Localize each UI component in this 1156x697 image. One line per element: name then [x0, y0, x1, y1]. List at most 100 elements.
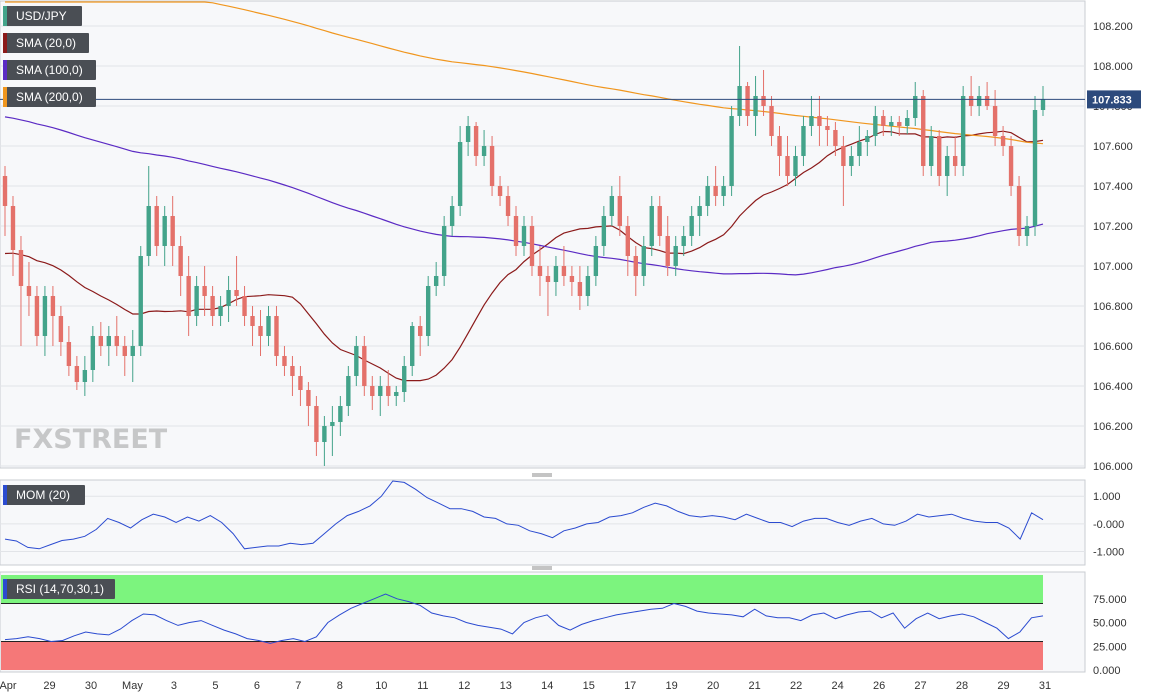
candle [593, 236, 599, 286]
candle-body [146, 206, 151, 256]
candle [330, 406, 335, 456]
candle-body [609, 196, 615, 216]
candle-body [258, 326, 263, 336]
momentum-label: MOM (20) [16, 488, 70, 502]
momentum-tick-label: 1.000 [1093, 491, 1121, 503]
candle-body [425, 286, 431, 336]
candle [649, 196, 654, 256]
candle [10, 196, 16, 276]
candle [905, 110, 910, 134]
candle [889, 116, 894, 136]
candle [1024, 216, 1030, 246]
rsi-legend[interactable]: RSI (14,70,30,1) [3, 579, 115, 599]
candle-body [577, 282, 583, 296]
candle-body [960, 96, 966, 166]
sma100-label: SMA (100,0) [16, 63, 83, 77]
candle-body [617, 196, 623, 226]
candle [577, 266, 583, 310]
candle-body [665, 236, 670, 266]
candle-body [721, 186, 726, 196]
candle-body [801, 126, 806, 156]
price-tick-label: 107.600 [1093, 141, 1133, 153]
candle-body [865, 136, 870, 142]
candle-body [465, 126, 471, 142]
price-tick-label: 106.400 [1093, 381, 1133, 393]
candle [625, 216, 630, 276]
candle-body [74, 366, 80, 382]
candle [298, 366, 303, 406]
candle-body [449, 206, 455, 226]
candle [601, 206, 607, 256]
sma100-swatch [3, 60, 7, 80]
price-tick-label: 106.600 [1093, 341, 1133, 353]
x-tick-label: 20 [707, 680, 719, 692]
candle-body [1000, 136, 1006, 146]
candle-body [681, 236, 686, 246]
candle [721, 176, 726, 206]
sma100-legend[interactable]: SMA (100,0) [3, 60, 96, 80]
candle-body [849, 156, 854, 166]
candle [346, 366, 351, 416]
last-price-tag [1087, 90, 1141, 109]
candle [282, 346, 287, 376]
candle [521, 216, 527, 256]
candle-body [505, 196, 511, 216]
candle-body [569, 276, 575, 282]
candle [274, 306, 279, 366]
candle-body [42, 296, 48, 336]
candle-body [1024, 226, 1030, 236]
candle [769, 96, 774, 146]
candle-body [473, 126, 479, 156]
candle-body [10, 206, 16, 250]
candle-body [330, 422, 335, 426]
sma20-legend[interactable]: SMA (20,0) [3, 33, 89, 53]
candle-body [18, 250, 24, 286]
candle-body [266, 316, 271, 336]
candle-body [553, 266, 559, 282]
price-tick-label: 108.200 [1093, 21, 1133, 33]
price-tick-label: 106.200 [1093, 421, 1133, 433]
candle [370, 376, 375, 410]
x-tick-label: 14 [541, 680, 553, 692]
panel-resize-handle[interactable] [532, 473, 552, 477]
candle-body [545, 276, 551, 282]
sma200-legend[interactable]: SMA (200,0) [3, 87, 96, 107]
candle-body [673, 246, 678, 266]
candle-body [944, 156, 950, 176]
candle-body [481, 146, 487, 156]
candle [489, 136, 495, 196]
candle [266, 306, 271, 346]
candle-body [2, 176, 8, 206]
panel-resize-handle[interactable] [532, 566, 552, 570]
candle [673, 236, 678, 276]
candle-body [282, 356, 287, 366]
symbol-label: USD/JPY [16, 9, 67, 23]
candle [441, 216, 447, 286]
x-tick-label: 31 [1039, 680, 1051, 692]
candle-body [857, 142, 862, 156]
rsi-oversold-zone [1, 641, 1043, 670]
candle-body [122, 346, 127, 356]
price-tick-label: 107.200 [1093, 221, 1133, 233]
rsi-line [4, 593, 1044, 644]
candle [633, 246, 638, 296]
x-tick-label: 12 [458, 680, 470, 692]
candle-body [114, 336, 119, 346]
candle-body [489, 146, 495, 186]
candle-body [402, 366, 407, 392]
candle-body [649, 206, 654, 246]
candle-body [306, 390, 311, 406]
candle-body [290, 366, 295, 376]
symbol-legend[interactable]: USD/JPY [3, 6, 82, 26]
candle [106, 326, 111, 366]
candle [82, 356, 88, 396]
x-tick-label: May [122, 680, 143, 692]
candle-body [274, 316, 279, 356]
sma200-line [5, 1, 1044, 145]
momentum-legend[interactable]: MOM (20) [3, 485, 85, 505]
candle [194, 276, 199, 326]
candle-body [138, 256, 143, 346]
candle [226, 276, 231, 322]
rsi-swatch [3, 579, 7, 599]
x-tick-label: 30 [85, 680, 97, 692]
